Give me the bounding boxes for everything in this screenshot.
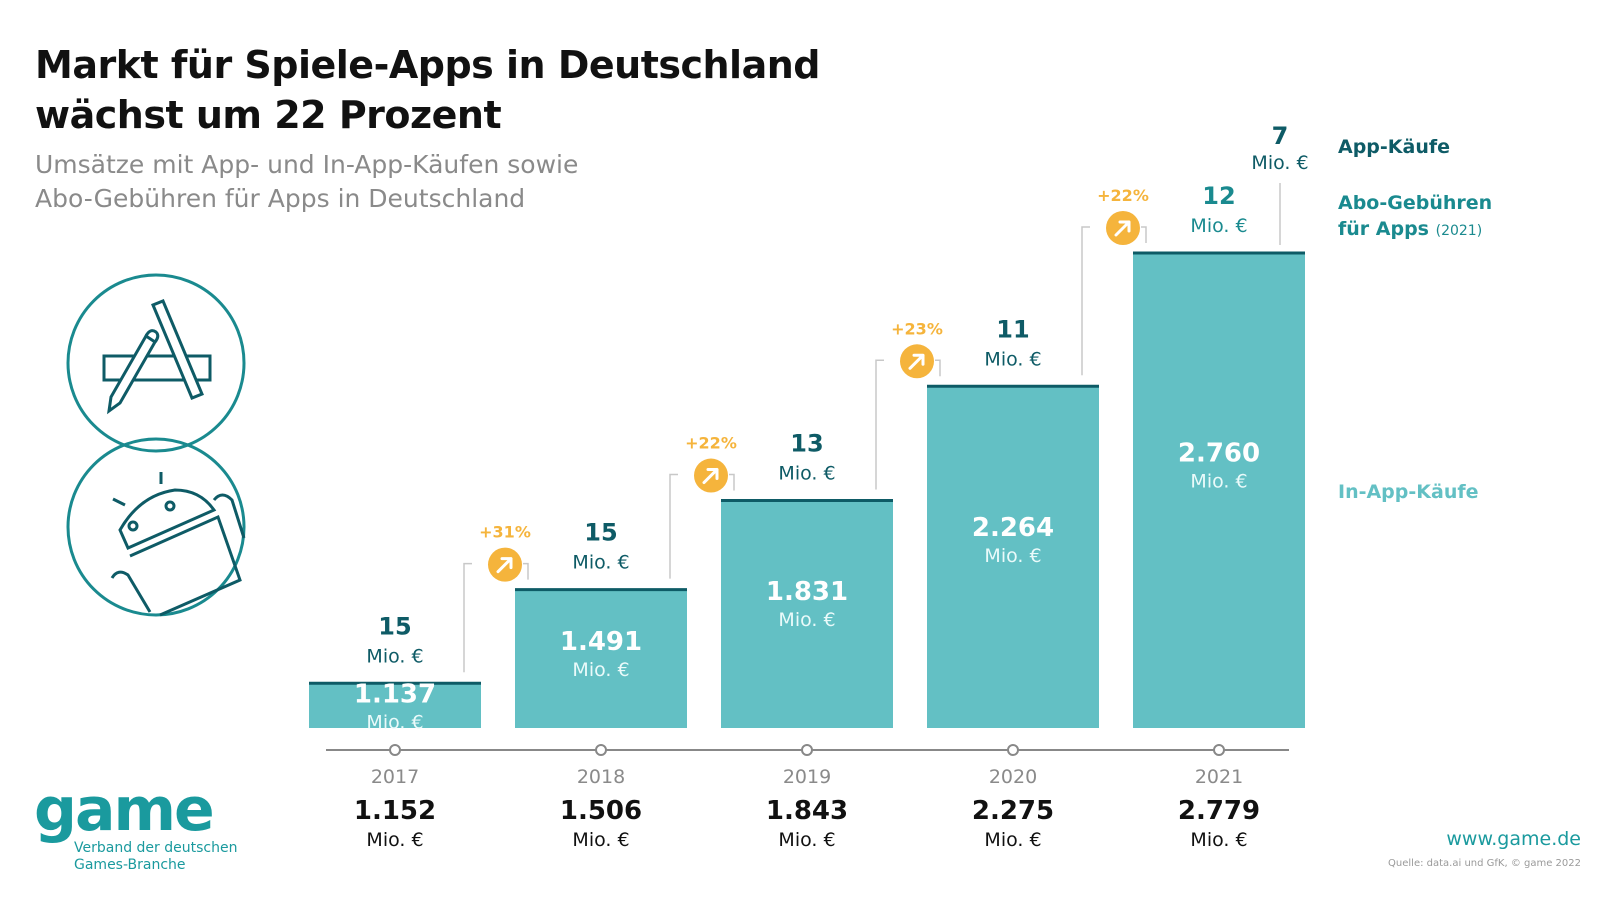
app-kaeufe-value-label: 7 — [1272, 122, 1289, 150]
growth-percent-label: +31% — [479, 523, 531, 542]
bar-in-app-2020 — [927, 385, 1099, 728]
logo-tagline-line-2: Games-Branche — [74, 857, 186, 873]
total-unit-label: Mio. € — [778, 829, 835, 851]
total-value-label: 2.275 — [972, 796, 1054, 826]
growth-connector-right — [935, 359, 941, 377]
timeline-node — [801, 744, 813, 756]
legend-in-app-label: In-App-Käufe — [1338, 481, 1479, 503]
year-label: 2019 — [783, 766, 831, 788]
title-line-1: Markt für Spiele-Apps in Deutschland — [35, 43, 820, 87]
in-app-unit-label: Mio. € — [984, 545, 1041, 567]
app-kaeufe-unit-label: Mio. € — [1251, 152, 1308, 174]
arrow-up-right-icon — [496, 557, 513, 574]
legend-app-kaeufe-label: App-Käufe — [1338, 136, 1451, 158]
subtitle-line-1: Umsätze mit App- und In-App-Käufen sowie — [35, 150, 579, 179]
in-app-value-label: 1.137 — [354, 679, 436, 709]
in-app-unit-label: Mio. € — [778, 609, 835, 631]
bar-in-app-2019 — [721, 499, 893, 728]
website-link[interactable]: www.game.de — [1446, 828, 1581, 850]
bar-in-app-2017 — [309, 682, 481, 728]
total-value-label: 1.152 — [354, 796, 436, 826]
title-line-2: wächst um 22 Prozent — [35, 93, 502, 137]
year-label: 2021 — [1195, 766, 1243, 788]
timeline-node — [389, 744, 401, 756]
total-value-label: 2.779 — [1178, 796, 1260, 826]
timeline-node — [595, 744, 607, 756]
chart-title: Markt für Spiele-Apps in Deutschland wäc… — [35, 40, 820, 140]
abo-value-label: 12 — [1202, 182, 1235, 210]
in-app-value-label: 2.264 — [972, 513, 1054, 543]
game-logo: game Verband der deutschen Games-Branche — [34, 775, 237, 874]
total-unit-label: Mio. € — [572, 829, 629, 851]
growth-connector-left — [1081, 226, 1090, 376]
in-app-unit-label: Mio. € — [572, 659, 629, 681]
growth-connector-right — [1141, 226, 1147, 243]
in-app-value-label: 1.831 — [766, 577, 848, 607]
growth-connector-left — [669, 473, 678, 579]
arrow-up-right-icon — [1114, 220, 1131, 237]
bar-in-app-2021 — [1133, 252, 1305, 728]
source-note: Quelle: data.ai und GfK, © game 2022 — [1388, 858, 1581, 869]
growth-connector-left — [463, 562, 472, 673]
year-label: 2020 — [989, 766, 1037, 788]
growth-percent-label: +22% — [1097, 186, 1149, 205]
total-unit-label: Mio. € — [984, 829, 1041, 851]
growth-connector-right — [523, 562, 529, 580]
total-unit-label: Mio. € — [1190, 829, 1247, 851]
in-app-unit-label: Mio. € — [1190, 470, 1247, 492]
total-value-label: 1.843 — [766, 796, 848, 826]
arrow-up-right-icon — [702, 468, 719, 485]
abo-unit-label: Mio. € — [1190, 215, 1247, 237]
in-app-value-label: 2.760 — [1178, 438, 1260, 468]
logo-wordmark: game — [34, 775, 215, 845]
in-app-value-label: 1.491 — [560, 627, 642, 657]
bar-in-app-2018 — [515, 588, 687, 728]
app-kaeufe-unit-label: Mio. € — [366, 645, 423, 667]
growth-connector-right — [729, 473, 735, 491]
total-unit-label: Mio. € — [366, 829, 423, 851]
legend-abo-gebuehren: Abo-Gebühren für Apps (2021) — [1338, 190, 1492, 244]
subtitle-line-2: Abo-Gebühren für Apps in Deutschland — [35, 184, 526, 213]
legend-abo-line-2: für Apps — [1338, 218, 1429, 240]
growth-percent-label: +22% — [685, 434, 737, 453]
growth-percent-label: +23% — [891, 319, 943, 338]
chart-subtitle: Umsätze mit App- und In-App-Käufen sowie… — [35, 148, 578, 216]
app-kaeufe-value-label: 15 — [378, 612, 411, 640]
android-icon — [66, 437, 246, 617]
logo-tagline: Verband der deutschen Games-Branche — [74, 840, 237, 874]
year-label: 2017 — [371, 766, 419, 788]
growth-connector-left — [875, 359, 884, 490]
app-kaeufe-unit-label: Mio. € — [572, 552, 629, 574]
total-value-label: 1.506 — [560, 796, 642, 826]
arrow-up-right-icon — [908, 353, 925, 370]
logo-tagline-line-1: Verband der deutschen — [74, 840, 238, 856]
timeline-node — [1213, 744, 1225, 756]
app-kaeufe-value-label: 13 — [790, 430, 823, 458]
legend-abo-note: (2021) — [1435, 223, 1483, 239]
legend-app-kaeufe: App-Käufe — [1338, 134, 1450, 160]
app-kaeufe-value-label: 11 — [996, 315, 1029, 343]
timeline-node — [1007, 744, 1019, 756]
year-label: 2018 — [577, 766, 625, 788]
app-kaeufe-unit-label: Mio. € — [984, 348, 1041, 370]
legend-in-app-kaeufe: In-App-Käufe — [1338, 479, 1479, 505]
app-kaeufe-value-label: 15 — [584, 519, 617, 547]
in-app-unit-label: Mio. € — [366, 711, 423, 733]
legend-abo-line-1: Abo-Gebühren — [1338, 192, 1493, 214]
app-store-icon — [66, 273, 246, 453]
app-kaeufe-unit-label: Mio. € — [778, 463, 835, 485]
